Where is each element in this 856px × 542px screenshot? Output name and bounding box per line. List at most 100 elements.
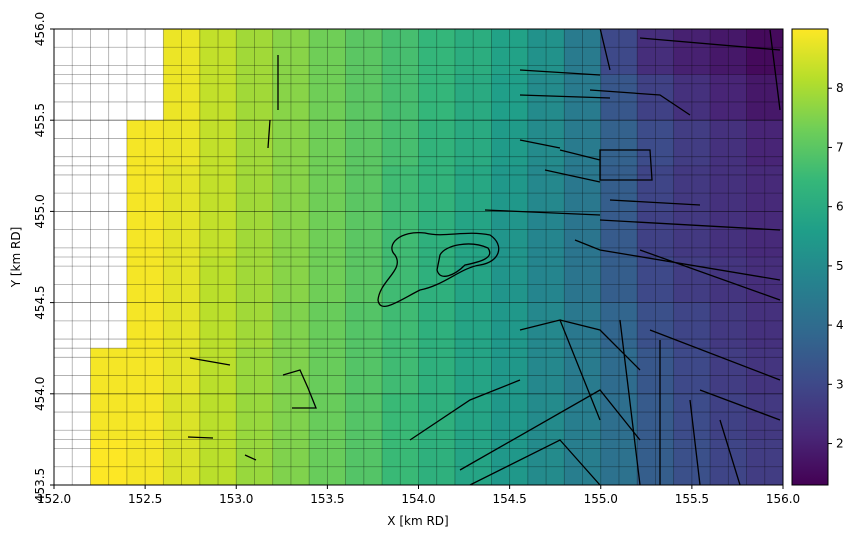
heatmap-cell <box>673 211 711 258</box>
heatmap-cell <box>163 348 201 395</box>
heatmap-cell <box>527 393 565 440</box>
heatmap-cell <box>491 393 529 440</box>
heatmap-cell <box>418 29 456 76</box>
heatmap-cell <box>236 439 274 486</box>
heatmap-cell <box>527 257 565 304</box>
heatmap-cell <box>309 74 347 121</box>
heatmap-cell <box>637 74 675 121</box>
heatmap-cell <box>454 348 492 395</box>
heatmap-cell <box>600 211 638 258</box>
heatmap-cell <box>746 211 784 258</box>
heatmap-cell <box>382 302 419 349</box>
heatmap-cell <box>236 257 274 304</box>
heatmap-cell <box>309 302 347 349</box>
colorbar-tick-label: 4 <box>836 318 844 332</box>
heatmap-cell <box>637 393 675 440</box>
heatmap-cell <box>600 29 638 76</box>
heatmap-cell <box>309 257 347 304</box>
x-tick-label: 155.5 <box>675 492 709 506</box>
heatmap-cell <box>418 165 456 212</box>
heatmap-cell <box>746 348 784 395</box>
heatmap-cell <box>637 29 675 76</box>
heatmap-cell <box>309 211 347 258</box>
heatmap-cell <box>345 165 383 212</box>
drain-lines <box>187 29 781 485</box>
heatmap-cell <box>418 257 456 304</box>
heatmap-cell <box>600 120 638 167</box>
heatmap-cell <box>491 165 529 212</box>
heatmap-cell <box>600 302 638 349</box>
heatmap-cell <box>418 302 456 349</box>
colorbar-tick-label: 5 <box>836 259 844 273</box>
heatmap-cell <box>564 393 602 440</box>
heatmap-cell <box>272 74 310 121</box>
heatmap-cell <box>637 211 675 258</box>
heatmap-cell <box>673 74 711 121</box>
heatmap-cell <box>454 29 492 76</box>
heatmap-cell <box>236 348 274 395</box>
heatmap-cell <box>382 165 419 212</box>
heatmap-cell <box>564 29 602 76</box>
heatmap-cell <box>637 257 675 304</box>
heatmap-cell <box>345 211 383 258</box>
x-tick-label: 154.0 <box>401 492 435 506</box>
colorbar-tick-label: 6 <box>836 200 844 214</box>
heatmap-cell <box>163 165 201 212</box>
heatmap-cell <box>309 393 347 440</box>
heatmap-cell <box>564 165 602 212</box>
heatmap-cell <box>527 348 565 395</box>
heatmap-cell <box>163 211 201 258</box>
heatmap-cell <box>163 29 201 76</box>
x-tick-label: 156.0 <box>766 492 800 506</box>
heatmap-cell <box>309 165 347 212</box>
heatmap-cell <box>199 257 237 304</box>
heatmap-cell <box>90 439 128 486</box>
heatmap-cell <box>236 165 274 212</box>
x-tick-label: 153.5 <box>310 492 344 506</box>
heatmap-cell <box>491 348 529 395</box>
heatmap-cell <box>382 74 419 121</box>
heatmap-cell <box>418 393 456 440</box>
heatmap-cell <box>272 257 310 304</box>
heatmap-cell <box>710 74 748 121</box>
heatmap-cell <box>272 120 310 167</box>
heatmap-cell <box>345 302 383 349</box>
heatmap-cell <box>418 74 456 121</box>
heatmap-cell <box>163 257 201 304</box>
heatmap-cell <box>345 120 383 167</box>
heatmap-cell <box>746 439 784 486</box>
heatmap-cell <box>199 120 237 167</box>
heatmap-cell <box>418 348 456 395</box>
heatmap-cell <box>126 348 164 395</box>
heatmap-cell <box>746 74 784 121</box>
heatmap-cell <box>710 393 748 440</box>
heatmap-cell <box>272 29 310 76</box>
heatmap-cell <box>527 74 565 121</box>
heatmap-cell <box>746 120 784 167</box>
heatmap-cell <box>454 165 492 212</box>
heatmap-cell <box>163 439 201 486</box>
heatmap-cell <box>90 393 128 440</box>
heatmap-cell <box>345 29 383 76</box>
heatmap-cell <box>491 439 529 486</box>
heatmap-cell <box>382 211 419 258</box>
y-tick-label: 454.5 <box>33 285 47 319</box>
heatmap-cell <box>126 211 164 258</box>
heatmap-cell <box>564 348 602 395</box>
heatmap-cell <box>491 74 529 121</box>
heatmap-cell <box>491 211 529 258</box>
heatmap-cell <box>199 29 237 76</box>
heatmap-cell <box>710 120 748 167</box>
heatmap-cell <box>236 393 274 440</box>
heatmap-cell <box>345 74 383 121</box>
heatmap-cell <box>637 120 675 167</box>
y-tick-label: 456.0 <box>33 12 47 46</box>
heatmap-cell <box>199 211 237 258</box>
heatmap-cell <box>199 439 237 486</box>
heatmap-cell <box>272 165 310 212</box>
heatmap-cell <box>309 348 347 395</box>
heatmap-cell <box>491 257 529 304</box>
heatmap-cell <box>600 165 638 212</box>
heatmap-cell <box>600 257 638 304</box>
